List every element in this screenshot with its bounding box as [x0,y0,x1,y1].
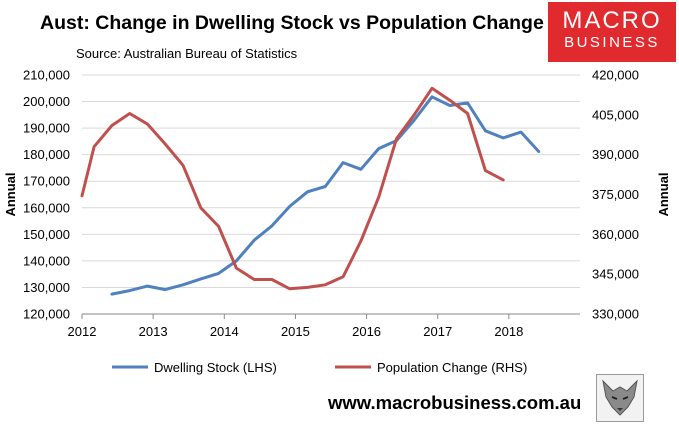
axes: 120,000 130,000 140,000 150,000 160,000 170,0… [3,68,671,340]
y-tick-label-left: 150,000 [23,227,70,242]
series-lines [80,86,541,296]
legend-population-change-label: Population Change (RHS) [377,360,527,375]
y-tick-label-right: 420,000 [592,68,639,83]
y-tick-label-left: 120,000 [23,307,70,322]
logo-line-1: MACRO [562,7,662,34]
logo-line-2: BUSINESS [564,34,660,51]
x-tick-label: 2015 [281,324,310,339]
y-tick-label-right: 405,000 [592,107,639,122]
y-tick-label-right: 375,000 [592,187,639,202]
dwelling-stock-line [110,95,541,296]
y-axis-title-left: Annual [3,172,18,216]
macrobusiness-logo: MACRO BUSINESS [548,2,676,62]
y-tick-label-left: 140,000 [23,253,70,268]
y-tick-label-left: 130,000 [23,280,70,295]
y-tick-label-left: 160,000 [23,200,70,215]
y-tick-label-left: 170,000 [23,174,70,189]
source-note: Source: Australian Bureau of Statistics [76,46,298,61]
y-tick-label-left: 210,000 [23,68,70,83]
y-tick-label-left: 190,000 [23,121,70,136]
x-tick-label: 2012 [68,324,97,339]
population-change-line [80,86,505,291]
x-tick-label: 2016 [352,324,381,339]
y-tick-label-right: 360,000 [592,227,639,242]
y-tick-label-left: 180,000 [23,147,70,162]
x-tick-label: 2018 [494,324,523,339]
gridlines [82,74,580,315]
x-tick-label: 2013 [139,324,168,339]
y-tick-label-left: 200,000 [23,94,70,109]
y-tick-label-right: 345,000 [592,267,639,282]
y-tick-label-right: 390,000 [592,147,639,162]
legend: Dwelling Stock (LHS) Population Change (R… [112,360,527,375]
x-tick-label: 2014 [210,324,239,339]
y-tick-label-right: 330,000 [592,307,639,322]
website-url[interactable]: www.macrobusiness.com.au [328,392,582,413]
page-title: Aust: Change in Dwelling Stock vs Popula… [40,12,544,34]
y-axis-title-right: Annual [656,172,671,216]
x-tick-label: 2017 [423,324,452,339]
legend-dwelling-stock-label: Dwelling Stock (LHS) [154,360,277,375]
wolf-icon [596,374,644,422]
